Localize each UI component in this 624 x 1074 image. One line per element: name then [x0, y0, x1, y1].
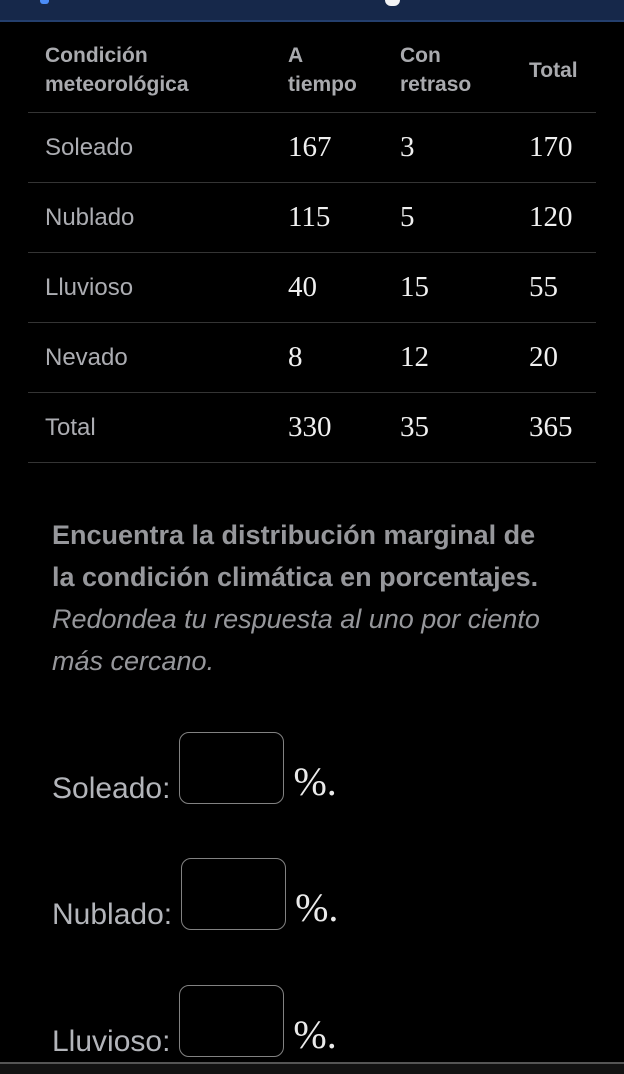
cell-on-time: 167 [288, 131, 332, 163]
cell-on-time: 115 [288, 201, 331, 233]
table-row-lluvioso: Lluvioso 40 15 55 [28, 253, 596, 323]
partial-blue-icon [40, 0, 49, 4]
cell-total: 20 [529, 341, 558, 373]
cell-on-time: 8 [288, 341, 303, 373]
table-row-nublado: Nublado 115 5 120 [28, 183, 596, 253]
row-label: Lluvioso [45, 273, 134, 301]
bottom-bar [0, 1062, 624, 1074]
table-header-row: Condición meteorológica A tiempo Con ret… [28, 28, 596, 113]
cell-total: 120 [529, 201, 573, 233]
prompt-instruction-line: más cercano. [52, 646, 215, 676]
cell-delayed: 3 [400, 131, 415, 163]
cell-delayed: 12 [400, 341, 429, 373]
answer-label-soleado: Soleado: [52, 771, 171, 805]
row-label: Nevado [45, 343, 128, 371]
cell-total: 365 [529, 411, 573, 443]
header-on-time: A tiempo [288, 44, 357, 96]
lluvioso-percent-input[interactable] [179, 985, 285, 1057]
row-label: Soleado [45, 133, 134, 161]
header-total: Total [529, 58, 578, 82]
row-label: Total [45, 413, 96, 441]
cell-delayed: 35 [400, 411, 429, 443]
table-row-total: Total 330 35 365 [28, 393, 596, 463]
cell-delayed: 15 [400, 271, 429, 303]
prompt-line: la condición climática en porcentajes. [52, 562, 539, 592]
cell-total: 55 [529, 271, 558, 303]
answer-label-nublado: Nublado: [52, 897, 173, 931]
prompt-instruction-line: Redondea tu respuesta al uno por ciento [52, 604, 540, 634]
question-prompt: Encuentra la distribución marginal de la… [52, 514, 597, 682]
cell-delayed: 5 [400, 201, 415, 233]
cell-on-time: 330 [288, 411, 332, 443]
header-condition: Condición meteorológica [45, 44, 189, 96]
cell-on-time: 40 [288, 271, 317, 303]
answer-row-nublado: Nublado: %. [52, 858, 338, 930]
soleado-percent-input[interactable] [179, 732, 285, 804]
header-delayed: Con retraso [400, 44, 472, 96]
answer-row-lluvioso: Lluvioso: %. [52, 985, 337, 1057]
answer-row-soleado: Soleado: %. [52, 732, 337, 804]
row-label: Nublado [45, 203, 135, 231]
frequency-table: Condición meteorológica A tiempo Con ret… [28, 28, 596, 463]
prompt-line: Encuentra la distribución marginal de [52, 520, 536, 550]
answer-label-lluvioso: Lluvioso: [52, 1024, 171, 1058]
percent-suffix: %. [293, 759, 337, 804]
partial-title-glyph [385, 0, 400, 6]
table-row-nevado: Nevado 8 12 20 [28, 323, 596, 393]
percent-suffix: %. [293, 1012, 337, 1057]
nublado-percent-input[interactable] [181, 858, 287, 930]
top-app-bar [0, 0, 624, 22]
cell-total: 170 [529, 131, 573, 163]
percent-suffix: %. [295, 885, 339, 930]
table-row-soleado: Soleado 167 3 170 [28, 113, 596, 183]
